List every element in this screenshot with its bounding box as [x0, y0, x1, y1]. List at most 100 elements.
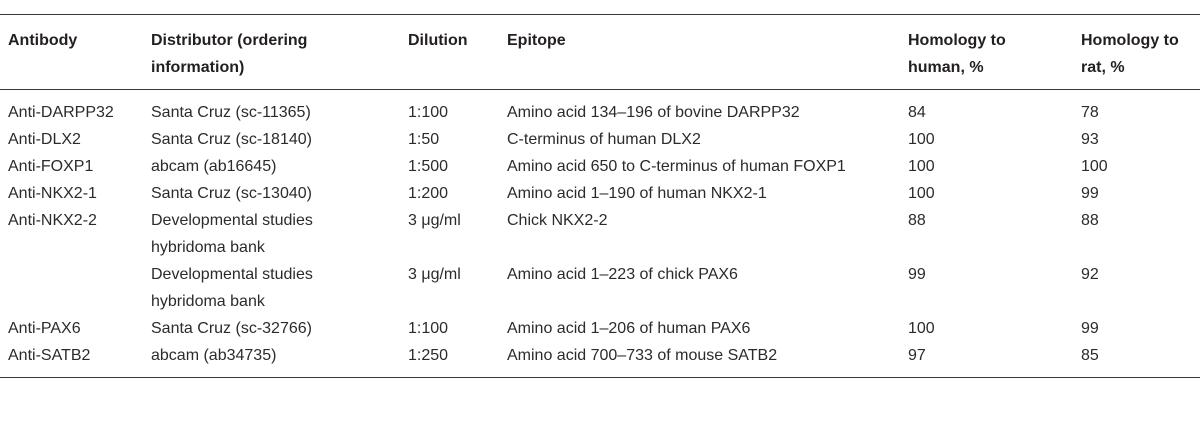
cell-dilution-text: 1:500 — [408, 158, 449, 175]
cell-dilution: 3 μg/ml — [400, 207, 499, 261]
cell-distributor-text-line2: hybridoma bank — [151, 293, 265, 310]
cell-rat: 88 — [1073, 207, 1200, 261]
cell-rat: 93 — [1073, 126, 1200, 153]
cell-antibody-text: Anti-FOXP1 — [8, 158, 94, 175]
cell-antibody-text: Anti-DARPP32 — [8, 104, 114, 121]
cell-antibody-text: Anti-PAX6 — [8, 320, 81, 337]
cell-dilution: 1:50 — [400, 126, 499, 153]
cell-dilution-text: 1:200 — [408, 185, 449, 202]
cell-human: 100 — [900, 315, 1073, 342]
cell-rat-text: 92 — [1081, 266, 1099, 283]
antibody-table: Antibody Distributor (ordering informatio… — [0, 14, 1200, 378]
cell-antibody: Anti-NKX2-2 — [0, 207, 143, 261]
cell-human: 100 — [900, 126, 1073, 153]
cell-human-text: 84 — [908, 104, 926, 121]
cell-epitope-text: Amino acid 1–190 of human NKX2-1 — [507, 185, 767, 202]
cell-rat: 92 — [1073, 261, 1200, 315]
header-epitope: Epitope — [499, 15, 900, 90]
header-rat-line1: Homology to — [1081, 32, 1179, 49]
cell-rat: 100 — [1073, 153, 1200, 180]
cell-antibody: Anti-NKX2-1 — [0, 180, 143, 207]
cell-dilution: 1:100 — [400, 315, 499, 342]
header-distributor: Distributor (ordering information) — [143, 15, 400, 90]
cell-epitope: Chick NKX2-2 — [499, 207, 900, 261]
header-antibody: Antibody — [0, 15, 143, 90]
header-rat-line2: rat, % — [1081, 59, 1125, 76]
cell-human-text: 88 — [908, 212, 926, 229]
cell-rat-text: 99 — [1081, 185, 1099, 202]
cell-distributor: Santa Cruz (sc-18140) — [143, 126, 400, 153]
cell-human: 97 — [900, 342, 1073, 378]
cell-dilution-text: 1:100 — [408, 320, 449, 337]
cell-epitope-text: Amino acid 1–206 of human PAX6 — [507, 320, 751, 337]
cell-antibody: Anti-DLX2 — [0, 126, 143, 153]
table-row: Developmental studies hybridoma bank 3 μg/… — [0, 261, 1200, 315]
cell-distributor-text: Developmental studies — [151, 212, 313, 229]
cell-distributor-text: Santa Cruz (sc-32766) — [151, 320, 312, 337]
cell-dilution: 1:200 — [400, 180, 499, 207]
cell-epitope-text: Chick NKX2-2 — [507, 212, 608, 229]
cell-antibody: Anti-FOXP1 — [0, 153, 143, 180]
cell-antibody-text: Anti-DLX2 — [8, 131, 81, 148]
header-human-line2: human, % — [908, 59, 984, 76]
cell-dilution-text: 3 μg/ml — [408, 266, 461, 283]
cell-rat-text: 85 — [1081, 347, 1099, 364]
cell-dilution: 1:500 — [400, 153, 499, 180]
cell-distributor-text-line2: hybridoma bank — [151, 239, 265, 256]
header-antibody-label: Antibody — [8, 32, 78, 49]
cell-epitope-text: Amino acid 700–733 of mouse SATB2 — [507, 347, 778, 364]
table-row: Anti-PAX6 Santa Cruz (sc-32766) 1:100 Amino… — [0, 315, 1200, 342]
header-distributor-line1: Distributor (ordering — [151, 32, 308, 49]
header-dilution: Dilution — [400, 15, 499, 90]
cell-epitope: Amino acid 700–733 of mouse SATB2 — [499, 342, 900, 378]
cell-epitope: Amino acid 134–196 of bovine DARPP32 — [499, 90, 900, 127]
cell-human: 88 — [900, 207, 1073, 261]
cell-epitope: Amino acid 1–223 of chick PAX6 — [499, 261, 900, 315]
cell-rat-text: 99 — [1081, 320, 1099, 337]
cell-rat-text: 78 — [1081, 104, 1099, 121]
cell-epitope-text: Amino acid 1–223 of chick PAX6 — [507, 266, 738, 283]
cell-human: 99 — [900, 261, 1073, 315]
cell-human-text: 100 — [908, 131, 935, 148]
cell-rat-text: 93 — [1081, 131, 1099, 148]
cell-rat: 99 — [1073, 180, 1200, 207]
cell-distributor-text: Santa Cruz (sc-13040) — [151, 185, 312, 202]
cell-dilution-text: 3 μg/ml — [408, 212, 461, 229]
cell-human-text: 99 — [908, 266, 926, 283]
cell-epitope-text: C-terminus of human DLX2 — [507, 131, 701, 148]
header-human-line1: Homology to — [908, 32, 1006, 49]
header-epitope-label: Epitope — [507, 32, 566, 49]
cell-distributor: Developmental studies hybridoma bank — [143, 207, 400, 261]
table-row: Anti-DARPP32 Santa Cruz (sc-11365) 1:100 Am… — [0, 90, 1200, 127]
cell-dilution: 1:100 — [400, 90, 499, 127]
cell-distributor-text: abcam (ab34735) — [151, 347, 277, 364]
cell-dilution-text: 1:250 — [408, 347, 449, 364]
cell-dilution-text: 1:50 — [408, 131, 440, 148]
cell-dilution: 3 μg/ml — [400, 261, 499, 315]
cell-distributor-text: Developmental studies — [151, 266, 313, 283]
cell-distributor: Santa Cruz (sc-13040) — [143, 180, 400, 207]
cell-distributor: Santa Cruz (sc-11365) — [143, 90, 400, 127]
table-body: Anti-DARPP32 Santa Cruz (sc-11365) 1:100 Am… — [0, 90, 1200, 378]
table-row: Anti-FOXP1 abcam (ab16645) 1:500 Amino acid… — [0, 153, 1200, 180]
cell-distributor-text: abcam (ab16645) — [151, 158, 277, 175]
cell-epitope: Amino acid 650 to C-terminus of human FO… — [499, 153, 900, 180]
cell-epitope-text: Amino acid 134–196 of bovine DARPP32 — [507, 104, 800, 121]
cell-distributor: Santa Cruz (sc-32766) — [143, 315, 400, 342]
table-row: Anti-NKX2-1 Santa Cruz (sc-13040) 1:200 Ami… — [0, 180, 1200, 207]
cell-epitope: C-terminus of human DLX2 — [499, 126, 900, 153]
cell-distributor: abcam (ab34735) — [143, 342, 400, 378]
cell-human-text: 100 — [908, 185, 935, 202]
cell-epitope-text: Amino acid 650 to C-terminus of human FO… — [507, 158, 846, 175]
cell-human: 84 — [900, 90, 1073, 127]
cell-distributor-text: Santa Cruz (sc-11365) — [151, 104, 311, 121]
table-header: Antibody Distributor (ordering informatio… — [0, 14, 1200, 90]
cell-rat-text: 100 — [1081, 158, 1108, 175]
cell-antibody — [0, 261, 143, 315]
cell-distributor: Developmental studies hybridoma bank — [143, 261, 400, 315]
header-homology-human: Homology to human, % — [900, 15, 1073, 90]
header-homology-rat: Homology to rat, % — [1073, 15, 1200, 90]
cell-distributor-text: Santa Cruz (sc-18140) — [151, 131, 312, 148]
table-row: Anti-SATB2 abcam (ab34735) 1:250 Amino acid… — [0, 342, 1200, 378]
